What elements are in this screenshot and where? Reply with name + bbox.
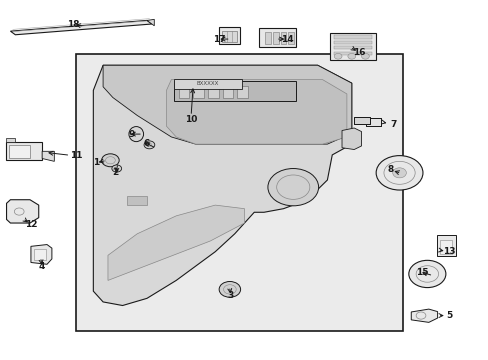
Bar [288,32,294,44]
Text: 3: 3 [227,291,233,300]
Circle shape [102,154,119,167]
Bar [219,27,239,44]
Bar [259,28,295,47]
Bar [173,78,242,89]
Text: 13: 13 [442,247,455,256]
Text: 8: 8 [387,166,393,175]
Polygon shape [10,21,152,35]
Bar [333,51,371,55]
Polygon shape [6,200,39,223]
Bar [272,32,278,44]
Bar [264,32,270,44]
Bar [439,239,451,254]
Bar [329,33,375,60]
Polygon shape [410,309,437,322]
Polygon shape [166,80,346,144]
Circle shape [375,156,422,190]
Text: 4: 4 [39,262,45,271]
Polygon shape [103,65,351,144]
Ellipse shape [129,127,143,141]
Polygon shape [93,65,351,306]
Circle shape [408,260,445,288]
Bar [5,142,42,160]
Bar [127,196,147,205]
Circle shape [361,53,368,59]
Polygon shape [5,138,15,142]
Text: 9: 9 [128,130,134,139]
Bar [178,86,189,98]
Text: 18: 18 [66,19,79,28]
Bar [222,86,233,98]
Bar [366,118,380,126]
Bar [222,31,236,42]
Text: 12: 12 [24,220,37,229]
Circle shape [333,53,341,59]
Bar [280,32,286,44]
Bar [9,145,30,158]
Bar [173,81,295,101]
Polygon shape [108,205,244,280]
Polygon shape [341,128,361,149]
Text: 11: 11 [70,152,82,161]
Text: BXXXXX: BXXXXX [196,81,219,86]
Bar [76,54,402,330]
Polygon shape [366,118,380,126]
Bar [333,46,371,49]
Bar [193,86,203,98]
Text: 14: 14 [281,35,293,44]
Text: 16: 16 [352,48,365,57]
Text: 15: 15 [415,268,428,277]
Polygon shape [42,151,54,161]
Circle shape [347,53,355,59]
Bar [34,249,46,260]
Text: 10: 10 [184,115,197,124]
Circle shape [112,165,122,172]
Circle shape [219,282,240,297]
Text: 6: 6 [143,139,149,148]
Circle shape [392,168,406,178]
Polygon shape [31,244,52,264]
Polygon shape [353,117,369,125]
Circle shape [144,141,155,149]
Bar [353,117,369,125]
Text: 17: 17 [212,35,225,44]
Polygon shape [147,19,154,26]
Bar [333,41,371,44]
Bar [207,86,218,98]
Text: 1: 1 [92,158,99,167]
Text: 5: 5 [445,311,451,320]
Bar [333,36,371,39]
Text: 7: 7 [389,120,396,129]
Circle shape [267,168,318,206]
Text: 2: 2 [112,168,119,177]
Bar [237,86,247,98]
Bar [436,235,455,256]
